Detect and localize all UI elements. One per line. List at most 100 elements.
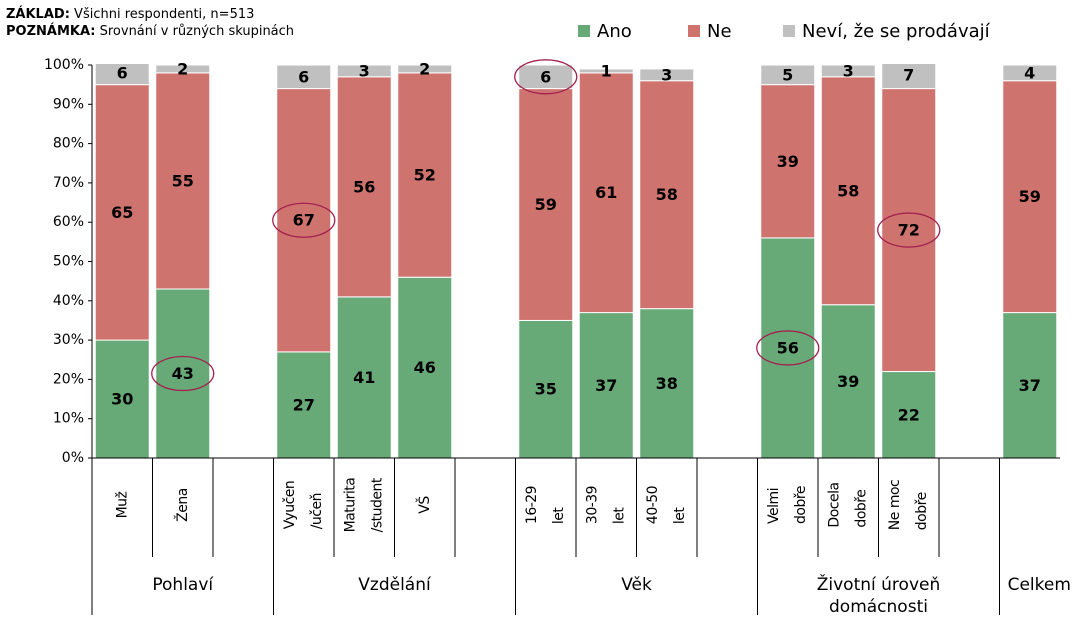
data-label: 39 (777, 152, 799, 171)
bar-segment (820, 64, 876, 78)
data-label: 59 (1019, 187, 1041, 206)
x-tick-label: Žena (174, 488, 191, 522)
data-label: 6 (298, 67, 309, 86)
bar-segment (760, 64, 816, 86)
x-tick-label-box: Vyučen /učeň (281, 480, 325, 530)
data-label: 2 (419, 59, 430, 78)
group-label: Vzdělání (358, 575, 431, 595)
x-tick-label-box: Maturita /student (342, 477, 386, 533)
x-tick-label: Maturita /student (342, 477, 386, 533)
data-label: 61 (595, 183, 617, 202)
y-tick-label: 40% (53, 293, 84, 309)
bar-segment (639, 308, 695, 459)
data-label: 55 (172, 171, 194, 190)
legend-swatch (578, 25, 590, 37)
y-tick-label: 70% (53, 175, 84, 191)
note: Srovnání v různých skupinách (100, 24, 294, 39)
data-label: 37 (595, 376, 617, 395)
highlight-ellipse (151, 355, 215, 392)
data-label: 59 (535, 195, 557, 214)
y-tick-label: 90% (53, 96, 84, 112)
highlight-ellipse (272, 202, 336, 238)
bar-segment (155, 288, 211, 459)
x-tick-label: Docela dobře (826, 482, 870, 528)
legend-swatch (688, 25, 700, 37)
y-tick-label: 60% (53, 214, 84, 230)
y-tick-label: 100% (44, 57, 84, 73)
legend-label: Neví, že se prodávají (802, 21, 991, 42)
data-label: 3 (843, 61, 854, 80)
group-label-box: Životní úroveň domácnosti (816, 575, 941, 617)
data-label: 72 (898, 221, 920, 240)
bar-segment (276, 351, 332, 459)
data-label: 65 (111, 203, 133, 222)
data-label: 2 (177, 59, 188, 78)
bars (94, 64, 1058, 459)
data-label: 52 (414, 166, 436, 185)
data-label: 27 (293, 395, 315, 414)
group-label-box: Věk (621, 575, 652, 595)
bar-segment (518, 64, 574, 90)
data-label: 6 (540, 67, 551, 86)
bar-segment (578, 312, 634, 459)
group-label-box: Pohlaví (152, 575, 214, 595)
x-tick-label: VŠ (416, 496, 433, 514)
y-tick-label: 50% (53, 254, 84, 270)
data-label: 43 (172, 364, 194, 383)
y-tick-label: 0% (62, 450, 84, 466)
x-tick-label-box: Žena (174, 488, 191, 522)
x-tick-label: Vyučen /učeň (281, 480, 325, 530)
bar-segment (518, 319, 574, 459)
data-label: 56 (353, 177, 375, 196)
legend-label: Ano (597, 21, 632, 42)
highlight-ellipse (877, 212, 941, 248)
base-line: ZÁKLAD: Všichni respondenti, n=513 (6, 6, 254, 22)
x-tick-label-box: 30-39 let (584, 485, 628, 525)
x-tick-label: Velmi dobře (765, 486, 809, 524)
bar-segment (820, 304, 876, 459)
y-tick-label: 10% (53, 411, 84, 427)
group-label: Životní úroveň domácnosti (816, 575, 941, 617)
bar-segment (881, 371, 937, 459)
data-label: 39 (837, 372, 859, 391)
y-tick-label: 80% (53, 136, 84, 152)
bar-segment (760, 84, 816, 239)
bar-segment (1002, 64, 1058, 82)
data-label: 38 (656, 374, 678, 393)
bar-segment (94, 64, 150, 86)
bar-segment (155, 72, 211, 290)
bar-segment (397, 72, 453, 278)
bar-segment (639, 68, 695, 82)
bar-segment (336, 296, 392, 459)
legend-label: Ne (707, 21, 732, 42)
bar-segment (760, 237, 816, 459)
bar-segment (820, 76, 876, 306)
highlight-ellipse (514, 59, 578, 95)
data-label: 35 (535, 380, 557, 399)
data-label: 22 (898, 405, 920, 424)
data-label: 5 (782, 65, 793, 84)
data-label: 7 (903, 65, 914, 84)
bar-segment (518, 88, 574, 321)
bar-segment (336, 76, 392, 298)
y-tick-label: 30% (53, 332, 84, 348)
data-label: 3 (359, 61, 370, 80)
x-tick-label: Ne moc dobře (886, 479, 930, 531)
data-label: 37 (1019, 376, 1041, 395)
legend-swatch (783, 25, 795, 37)
x-tick-label: 16-29 let (523, 485, 567, 525)
data-label: 56 (777, 338, 799, 357)
bar-segment (397, 64, 453, 74)
bar-segment (276, 64, 332, 90)
bar-segment (578, 68, 634, 74)
data-label: 46 (414, 358, 436, 377)
group-label: Pohlaví (152, 575, 214, 595)
base-label: ZÁKLAD: (6, 6, 70, 22)
x-tick-label-box: Docela dobře (826, 482, 870, 528)
data-label: 1 (601, 61, 612, 80)
group-label: Celkem (1007, 575, 1071, 595)
y-tick-label: 20% (53, 371, 84, 387)
x-tick-label: 30-39 let (584, 485, 628, 525)
bar-segment (1002, 312, 1058, 459)
x-tick-label-box: 40-50 let (645, 486, 688, 524)
